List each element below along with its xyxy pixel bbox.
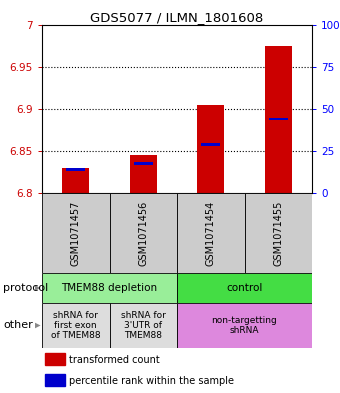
Bar bbox=[62, 168, 89, 193]
Text: protocol: protocol bbox=[3, 283, 49, 293]
Bar bbox=[197, 105, 224, 193]
Title: GDS5077 / ILMN_1801608: GDS5077 / ILMN_1801608 bbox=[90, 11, 264, 24]
Bar bbox=[134, 162, 153, 165]
Bar bbox=[66, 168, 85, 171]
Bar bbox=[130, 155, 157, 193]
Bar bbox=[177, 273, 312, 303]
Bar bbox=[42, 193, 109, 273]
Text: GSM1071456: GSM1071456 bbox=[138, 200, 148, 266]
Bar bbox=[45, 375, 65, 386]
Bar bbox=[177, 303, 312, 348]
Bar bbox=[201, 143, 220, 145]
Bar bbox=[265, 46, 292, 193]
Bar bbox=[45, 353, 65, 365]
Bar bbox=[177, 193, 244, 273]
Text: GSM1071457: GSM1071457 bbox=[71, 200, 81, 266]
Bar bbox=[42, 303, 109, 348]
Text: shRNA for
3'UTR of
TMEM88: shRNA for 3'UTR of TMEM88 bbox=[121, 310, 166, 340]
Text: transformed count: transformed count bbox=[69, 355, 160, 365]
Bar bbox=[109, 303, 177, 348]
Bar bbox=[244, 193, 312, 273]
Bar bbox=[42, 273, 177, 303]
Text: non-targetting
shRNA: non-targetting shRNA bbox=[211, 316, 277, 335]
Text: percentile rank within the sample: percentile rank within the sample bbox=[69, 376, 234, 386]
Text: TMEM88 depletion: TMEM88 depletion bbox=[62, 283, 157, 293]
Bar bbox=[109, 193, 177, 273]
Bar bbox=[269, 118, 288, 120]
Text: GSM1071454: GSM1071454 bbox=[206, 200, 216, 266]
Text: other: other bbox=[3, 321, 33, 331]
Text: control: control bbox=[226, 283, 263, 293]
Text: shRNA for
first exon
of TMEM88: shRNA for first exon of TMEM88 bbox=[51, 310, 101, 340]
Text: GSM1071455: GSM1071455 bbox=[273, 200, 283, 266]
